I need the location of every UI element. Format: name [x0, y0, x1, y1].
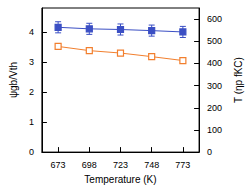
svg-text:3: 3: [29, 57, 34, 67]
svg-text:1: 1: [29, 117, 34, 127]
svg-text:2: 2: [29, 87, 34, 97]
svg-text:Temperature (K): Temperature (K): [84, 174, 156, 185]
svg-text:ψgb/Vth: ψgb/Vth: [8, 62, 19, 98]
svg-text:100: 100: [207, 125, 222, 135]
svg-text:0: 0: [207, 147, 212, 157]
svg-text:200: 200: [207, 103, 222, 113]
svg-text:723: 723: [113, 160, 128, 170]
svg-text:600: 600: [207, 14, 222, 24]
svg-text:748: 748: [144, 160, 159, 170]
svg-text:T (ηp fKC): T (ηp fKC): [233, 57, 244, 103]
svg-text:0: 0: [29, 147, 34, 157]
svg-text:673: 673: [51, 160, 66, 170]
svg-text:698: 698: [82, 160, 97, 170]
svg-text:400: 400: [207, 58, 222, 68]
svg-text:500: 500: [207, 36, 222, 46]
svg-text:4: 4: [29, 27, 34, 37]
svg-text:300: 300: [207, 81, 222, 91]
svg-text:773: 773: [175, 160, 190, 170]
